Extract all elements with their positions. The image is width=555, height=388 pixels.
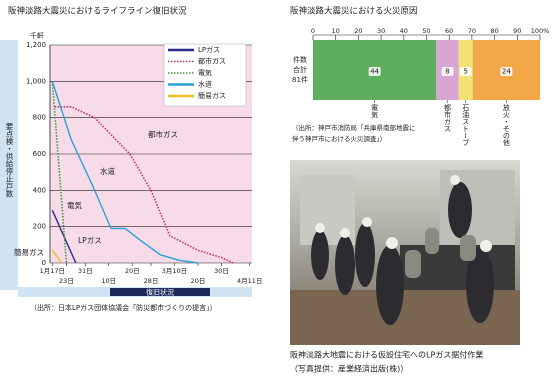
value-label-box bbox=[500, 67, 513, 76]
segment-name: 都市ガス bbox=[444, 104, 452, 132]
segment-name: 電気 bbox=[371, 104, 379, 119]
y-tick-label: 400 bbox=[33, 186, 46, 194]
value-label: 24 bbox=[502, 68, 511, 76]
photo-helmets bbox=[315, 175, 492, 252]
chart-title: 阪神淡路大震災における火災原因 bbox=[290, 6, 418, 17]
series-line bbox=[51, 249, 63, 264]
y-tick-label: 1,000 bbox=[26, 77, 46, 85]
x-tick-label: 10 bbox=[332, 27, 340, 35]
photo-workers bbox=[311, 182, 494, 325]
source-note: （出所：神戸市消防局「兵庫県南部地震に bbox=[292, 123, 416, 132]
photo-credit: （写真提供：産業経済出版(株)） bbox=[290, 364, 408, 374]
annotation: 簡易ガス bbox=[14, 247, 44, 257]
x-tick-label: 40 bbox=[400, 27, 408, 35]
x-tick-label: 3月10日 bbox=[162, 267, 187, 275]
value-label-box bbox=[368, 67, 381, 76]
x-tick-label: 31日 bbox=[78, 267, 93, 275]
value-label-box bbox=[459, 67, 472, 76]
photo-caption: 阪神淡路大地震における仮設住宅へのLPガス据付作業 bbox=[290, 350, 483, 360]
x-tick-label: 50 bbox=[422, 27, 430, 35]
x-tick-label: 1月17日 bbox=[40, 267, 65, 275]
x-tick-label: 30日 bbox=[214, 267, 229, 275]
segment-name: 石油ストーブ bbox=[462, 104, 470, 146]
x-tick-label: 20 bbox=[354, 27, 362, 35]
annotation: 都市ガス bbox=[148, 129, 178, 139]
x-tick-label: 70 bbox=[468, 27, 476, 35]
series-line bbox=[51, 210, 77, 264]
y-label-band bbox=[0, 40, 18, 290]
category-label: 件数合計 81件 bbox=[292, 55, 308, 84]
x-tick-label: 23日 bbox=[59, 277, 74, 285]
annotation: LPガス bbox=[78, 235, 102, 245]
x-tick-label: 10日 bbox=[101, 277, 116, 285]
x-tick-label: 20日 bbox=[125, 267, 140, 275]
series-line bbox=[51, 81, 68, 264]
y-axis-label: 要点検・供給停止戸数 bbox=[5, 122, 14, 199]
series-line bbox=[51, 81, 199, 264]
series-line bbox=[54, 105, 234, 264]
x-tick-label: 60 bbox=[445, 27, 453, 35]
y-tick-label: 1,200 bbox=[26, 41, 46, 49]
x-tick-label: 100% bbox=[531, 27, 550, 35]
annotation: 水道 bbox=[100, 166, 115, 176]
y-tick-label: 200 bbox=[33, 223, 46, 231]
photo-cylinders bbox=[405, 228, 476, 278]
y-tick-label: 0 bbox=[42, 259, 46, 267]
photo bbox=[290, 160, 520, 345]
source-note: 伴う神戸市における火災調査」） bbox=[292, 134, 386, 143]
source-note: （出所：日本LPガス団体協議会「防災都市づくりの提言」） bbox=[30, 303, 217, 312]
value-label: 5 bbox=[464, 68, 468, 76]
x-tick-label: 0 bbox=[311, 27, 315, 35]
segment-name: 放火・その他 bbox=[502, 103, 510, 147]
y-tick-label: 800 bbox=[33, 114, 46, 122]
legend-label: LPガス bbox=[198, 45, 220, 54]
y-tick-label: 600 bbox=[33, 150, 46, 158]
legend-label: 簡易ガス bbox=[198, 91, 226, 100]
value-label: 44 bbox=[370, 68, 379, 76]
x-tick-label: 28日 bbox=[144, 277, 159, 285]
legend-label: 水道 bbox=[198, 80, 212, 89]
x-tick-label: 80 bbox=[490, 27, 498, 35]
x-tick-label: 90 bbox=[513, 27, 521, 35]
x-tick-label: 30 bbox=[377, 27, 385, 35]
x-axis-label: 復旧状況 bbox=[146, 288, 174, 297]
x-tick-label: 20日 bbox=[191, 277, 206, 285]
value-label-box bbox=[441, 67, 454, 76]
x-tick-label: 4月11日 bbox=[237, 277, 262, 285]
chart-title: 阪神淡路大震災におけるライフライン復旧状況 bbox=[8, 6, 187, 17]
legend-label: 都市ガス bbox=[198, 57, 226, 66]
x-label-bar bbox=[110, 288, 210, 296]
legend-label: 電気 bbox=[198, 68, 212, 77]
y-unit: 千軒 bbox=[30, 31, 44, 40]
annotation: 電気 bbox=[67, 200, 82, 210]
value-label: 8 bbox=[445, 68, 449, 76]
